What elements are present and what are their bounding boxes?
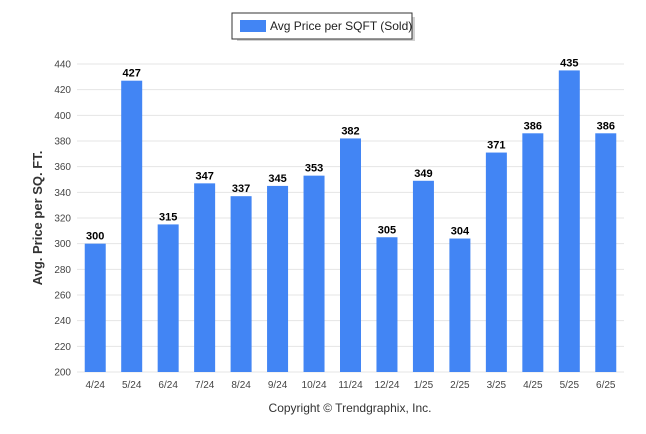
x-tick-label: 9/24 (268, 380, 288, 391)
data-label: 386 (524, 120, 542, 132)
x-tick-label: 3/25 (487, 380, 507, 391)
legend-label: Avg Price per SQFT (Sold) (270, 19, 412, 33)
data-label: 300 (86, 231, 104, 243)
bar (267, 185, 289, 372)
data-label: 337 (232, 183, 250, 195)
y-tick-label: 360 (54, 162, 71, 173)
bar (303, 175, 325, 372)
y-axis-title: Avg. Price per SQ. FT. (30, 151, 45, 286)
bar (558, 70, 580, 373)
data-label: 353 (305, 163, 323, 175)
x-tick-label: 7/24 (195, 380, 215, 391)
bar (230, 196, 252, 372)
bar (449, 238, 471, 372)
y-tick-label: 280 (54, 265, 71, 276)
x-axis-tick-labels: 4/24 5/24 6/24 7/24 8/24 9/24 10/24 11/24 12/24 1… (85, 380, 615, 391)
y-tick-label: 380 (54, 137, 71, 148)
bar (340, 138, 361, 372)
x-tick-label: 4/25 (523, 380, 543, 391)
bar (522, 133, 544, 372)
bar (194, 183, 216, 372)
bar (157, 224, 179, 372)
data-label: 304 (451, 226, 470, 238)
x-tick-label: 5/24 (122, 380, 142, 391)
y-tick-label: 260 (54, 291, 71, 302)
x-tick-label: 5/25 (560, 380, 580, 391)
data-label: 371 (487, 140, 505, 152)
data-label: 382 (341, 125, 359, 137)
bar (595, 133, 617, 372)
y-tick-label: 420 (54, 85, 71, 96)
y-tick-label: 220 (54, 342, 71, 353)
data-labels: 300 427 315 347 337 345 353 382 305 349 304 371 386 4… (86, 57, 615, 242)
x-tick-label: 6/24 (158, 380, 178, 391)
data-label: 435 (560, 57, 578, 69)
bar (121, 80, 143, 372)
copyright-credit: Copyright © Trendgraphix, Inc. (269, 401, 432, 415)
x-tick-label: 1/25 (414, 380, 434, 391)
data-label: 315 (159, 211, 177, 223)
x-tick-label: 11/24 (338, 380, 363, 391)
data-label: 345 (268, 173, 286, 185)
x-tick-label: 2/25 (450, 380, 470, 391)
y-tick-label: 240 (54, 316, 71, 327)
y-tick-label: 340 (54, 188, 71, 199)
data-label: 349 (414, 168, 432, 180)
x-tick-label: 6/25 (596, 380, 616, 391)
bar (412, 180, 434, 372)
data-label: 386 (597, 120, 615, 132)
legend-swatch (240, 20, 266, 32)
x-tick-label: 10/24 (302, 380, 327, 391)
y-axis-tick-labels: 200 220 240 260 280 300 320 340 360 380 400 420 440 (54, 60, 71, 379)
x-tick-label: 8/24 (231, 380, 251, 391)
y-tick-label: 200 (54, 368, 71, 379)
data-label: 305 (378, 224, 396, 236)
bar (376, 237, 398, 372)
data-label: 427 (123, 68, 141, 80)
bars (84, 70, 617, 373)
legend: Avg Price per SQFT (Sold) (231, 12, 415, 41)
y-tick-label: 320 (54, 214, 71, 225)
y-tick-label: 440 (54, 60, 71, 71)
x-tick-label: 12/24 (374, 380, 399, 391)
y-tick-label: 300 (54, 239, 71, 250)
bar (84, 243, 106, 372)
bar (485, 152, 507, 372)
x-tick-label: 4/24 (85, 380, 105, 391)
y-tick-label: 400 (54, 111, 71, 122)
data-label: 347 (195, 170, 213, 182)
